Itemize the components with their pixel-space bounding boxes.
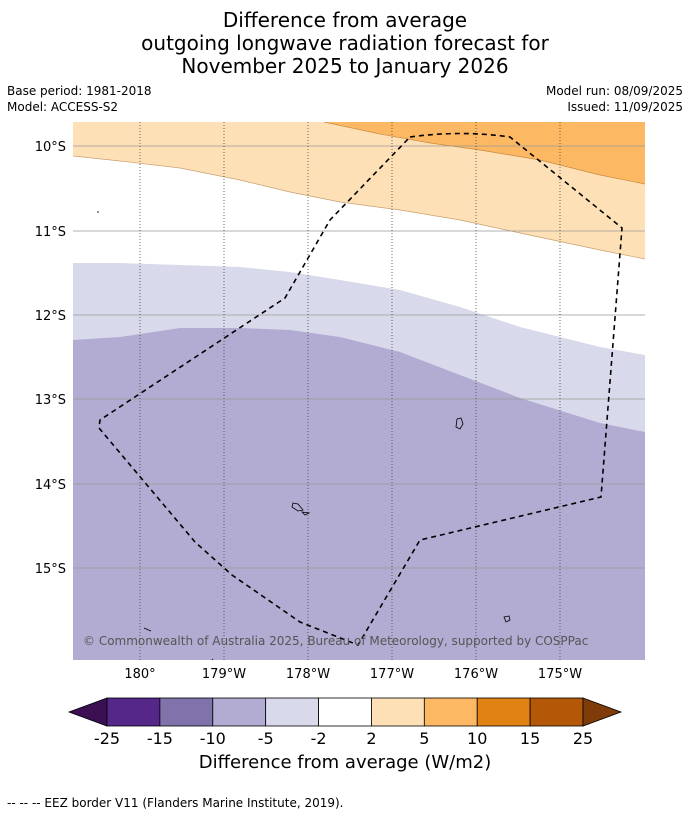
model-run: Model run: 08/09/2025 <box>545 84 683 98</box>
colorbar-segment <box>529 697 584 727</box>
title-line-2: outgoing longwave radiation forecast for <box>141 31 549 55</box>
colorbar-segment <box>106 697 161 727</box>
lat-label: 12°S <box>35 309 66 324</box>
model-name: Model: ACCESS-S2 <box>7 100 119 114</box>
colorbar-tick-label: 10 <box>467 729 487 748</box>
island-e <box>143 627 152 632</box>
base-period: Base period: 1981-2018 <box>7 84 152 98</box>
colorbar-extend-high <box>582 697 623 727</box>
lon-label: 178°W <box>286 667 330 682</box>
island-d <box>503 615 511 623</box>
band-light-orange <box>73 122 645 259</box>
colorbar-tick-label: 15 <box>520 729 540 748</box>
colorbar <box>67 697 623 727</box>
island-a <box>455 417 464 430</box>
issued-date: Issued: 11/09/2025 <box>567 100 683 114</box>
colorbar-segment <box>318 697 372 727</box>
colorbar-extend-low <box>67 697 108 727</box>
islands <box>97 211 511 660</box>
colorbar-ticks: -25 -15 -10 -5 -2 2 5 10 15 25 <box>94 729 593 748</box>
band-orange <box>324 122 645 184</box>
colorbar-segment <box>159 697 214 727</box>
lon-label: 176°W <box>454 667 498 682</box>
colorbar-tick-label: 2 <box>366 729 376 748</box>
colorbar-tick-label: -10 <box>200 729 226 748</box>
colorbar-tick-label: 5 <box>419 729 429 748</box>
lon-label: 175°W <box>538 667 582 682</box>
lat-label: 14°S <box>35 478 66 493</box>
forecast-map: © Commonwealth of Australia 2025, Bureau… <box>35 122 645 748</box>
lon-label: 177°W <box>370 667 414 682</box>
title-line-1: Difference from average <box>222 8 468 32</box>
lon-label: 179°W <box>202 667 246 682</box>
colorbar-tick-label: -15 <box>147 729 173 748</box>
colorbar-segment <box>265 697 319 727</box>
island-b <box>291 502 304 512</box>
lat-label: 13°S <box>35 393 66 408</box>
lon-label: 180° <box>124 667 155 682</box>
colorbar-segment <box>371 697 425 727</box>
eez-footnote: -- -- -- EEZ border V11 (Flanders Marine… <box>7 796 344 810</box>
title-line-3: November 2025 to January 2026 <box>181 54 509 78</box>
colorbar-tick-label: -5 <box>258 729 274 748</box>
eez-border <box>98 132 623 646</box>
island-c <box>300 511 311 516</box>
colorbar-tick-label: -25 <box>94 729 120 748</box>
latitude-gridlines <box>73 145 645 569</box>
lat-label: 15°S <box>35 562 66 577</box>
colorbar-tick-label: -2 <box>311 729 327 748</box>
colorbar-segment <box>423 697 478 727</box>
copyright-text: © Commonwealth of Australia 2025, Bureau… <box>83 634 588 648</box>
colorbar-label: Difference from average (W/m2) <box>198 752 492 773</box>
colorbar-segment <box>476 697 531 727</box>
longitude-labels: 180° 179°W 178°W 177°W 176°W 175°W <box>124 667 582 682</box>
lat-label: 11°S <box>35 225 66 240</box>
colorbar-tick-label: 25 <box>573 729 593 748</box>
latitude-labels: 10°S 11°S 12°S 13°S 14°S 15°S <box>35 140 66 577</box>
colorbar-segment <box>212 697 267 727</box>
lat-label: 10°S <box>35 140 66 155</box>
